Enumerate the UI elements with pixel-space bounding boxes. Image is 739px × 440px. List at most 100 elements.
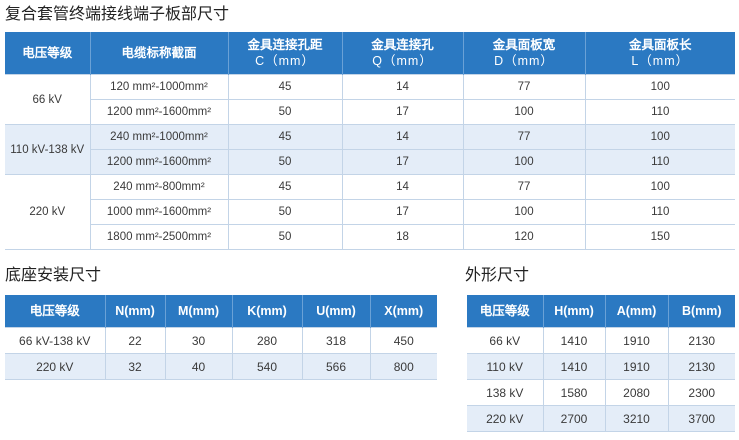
hole-distance-c-cell: 50 (227, 149, 342, 175)
table-row: 1000 mm²-1600mm² 50 17 100 110 (5, 199, 735, 225)
voltage-cell: 220 kV (5, 353, 105, 380)
header-label: 金具面板长 (628, 38, 692, 52)
voltage-cell: 66 kV (5, 74, 90, 125)
panel-width-d-cell: 100 (462, 99, 585, 125)
h-value-cell: 1410 (542, 353, 605, 380)
b-value-cell: 2130 (667, 353, 735, 380)
table-row: 220 kV 240 mm²-800mm² 45 14 77 100 (5, 174, 735, 250)
header-unit: C（mm） (255, 54, 315, 68)
panel-length-l-cell: 110 (584, 149, 735, 175)
cable-section-cell: 1200 mm²-1600mm² (89, 149, 228, 175)
header-m: M(mm) (164, 295, 232, 328)
header-label: 电压等级 (22, 46, 73, 60)
panel-length-l-cell: 110 (584, 199, 735, 225)
x-value-cell: 800 (369, 353, 437, 380)
panel-width-d-cell: 77 (462, 124, 585, 150)
base-dimensions-table: 电压等级 N(mm) M(mm) K(mm) U(mm) X(mm) 66 kV… (5, 295, 437, 380)
header-k: K(mm) (231, 295, 302, 328)
panel-length-l-cell: 110 (584, 99, 735, 125)
table-row: 1200 mm²-1600mm² 50 17 100 110 (5, 99, 735, 125)
hole-distance-c-cell: 50 (227, 99, 342, 125)
header-unit: D（mm） (494, 54, 554, 68)
table-row: 220 kV 32 40 540 566 800 (5, 353, 437, 380)
hole-distance-c-cell: 50 (227, 199, 342, 225)
hole-q-cell: 18 (341, 224, 463, 250)
hole-q-cell: 17 (341, 99, 463, 125)
a-value-cell: 1910 (604, 327, 668, 354)
panel-width-d-cell: 100 (462, 149, 585, 175)
header-label: 电缆标称截面 (121, 46, 197, 60)
cable-section-cell: 120 mm²-1000mm² (89, 74, 228, 100)
hole-q-cell: 14 (341, 74, 463, 100)
n-value-cell: 22 (104, 327, 165, 354)
panel-length-l-cell: 100 (584, 74, 735, 100)
panel-width-d-cell: 100 (462, 199, 585, 225)
voltage-cell: 110 kV (467, 353, 543, 380)
table-row: 1200 mm²-1600mm² 50 17 100 110 (5, 149, 735, 175)
panel-width-d-cell: 120 (462, 224, 585, 250)
header-voltage-class: 电压等级 (5, 295, 105, 328)
n-value-cell: 32 (104, 353, 165, 380)
header-label: 金具连接孔 (371, 38, 434, 52)
header-unit: Q（mm） (372, 54, 433, 68)
voltage-cell: 220 kV (5, 174, 90, 250)
m-value-cell: 30 (164, 327, 232, 354)
hole-q-cell: 17 (341, 199, 463, 225)
cable-section-cell: 240 mm²-1000mm² (89, 124, 228, 150)
panel-width-d-cell: 77 (462, 174, 585, 200)
h-value-cell: 1410 (542, 327, 605, 354)
header-voltage-class: 电压等级 (5, 32, 90, 75)
header-label: 金具连接孔距 (247, 38, 323, 52)
table-row: 1800 mm²-2500mm² 50 18 120 150 (5, 224, 735, 250)
table-row: 220 kV 2700 3210 3700 (467, 405, 735, 432)
panel-length-l-cell: 100 (584, 124, 735, 150)
header-hole-q: 金具连接孔 Q（mm） (341, 32, 463, 75)
table-header-row: 电压等级 电缆标称截面 金具连接孔距 C（mm） 金具连接孔 Q（mm） 金具面… (5, 32, 735, 75)
hole-distance-c-cell: 45 (227, 124, 342, 150)
hole-q-cell: 17 (341, 149, 463, 175)
terminal-section-title: 复合套管终端接线端子板部尺寸 (5, 6, 230, 23)
outline-dimensions-table: 电压等级 H(mm) A(mm) B(mm) 66 kV 1410 1910 2… (467, 295, 735, 432)
header-unit: L（mm） (631, 54, 690, 68)
b-value-cell: 2300 (667, 379, 735, 406)
b-value-cell: 2130 (667, 327, 735, 354)
header-x: X(mm) (369, 295, 437, 328)
header-hole-distance-c: 金具连接孔距 C（mm） (227, 32, 342, 75)
u-value-cell: 318 (301, 327, 370, 354)
a-value-cell: 2080 (604, 379, 668, 406)
a-value-cell: 1910 (604, 353, 668, 380)
h-value-cell: 2700 (542, 405, 605, 432)
voltage-cell: 220 kV (467, 405, 543, 432)
hole-q-cell: 14 (341, 174, 463, 200)
m-value-cell: 40 (164, 353, 232, 380)
b-value-cell: 3700 (667, 405, 735, 432)
cable-section-cell: 1000 mm²-1600mm² (89, 199, 228, 225)
header-label: 金具面板宽 (492, 38, 556, 52)
voltage-cell: 138 kV (467, 379, 543, 406)
header-b: B(mm) (667, 295, 735, 328)
cable-section-cell: 1200 mm²-1600mm² (89, 99, 228, 125)
table-row: 110 kV-138 kV 240 mm²-1000mm² 45 14 77 1… (5, 124, 735, 175)
header-a: A(mm) (604, 295, 668, 328)
outline-section-title: 外形尺寸 (465, 267, 530, 284)
terminal-dimensions-table: 电压等级 电缆标称截面 金具连接孔距 C（mm） 金具连接孔 Q（mm） 金具面… (5, 32, 735, 250)
table-row: 66 kV 120 mm²-1000mm² 45 14 77 100 (5, 74, 735, 125)
cable-section-cell: 1800 mm²-2500mm² (89, 224, 228, 250)
hole-distance-c-cell: 50 (227, 224, 342, 250)
panel-width-d-cell: 77 (462, 74, 585, 100)
k-value-cell: 280 (231, 327, 302, 354)
k-value-cell: 540 (231, 353, 302, 380)
header-n: N(mm) (104, 295, 165, 328)
voltage-cell: 66 kV (467, 327, 543, 354)
voltage-cell: 66 kV-138 kV (5, 327, 105, 354)
table-header-row: 电压等级 N(mm) M(mm) K(mm) U(mm) X(mm) (5, 295, 437, 328)
header-panel-length-l: 金具面板长 L（mm） (584, 32, 735, 75)
u-value-cell: 566 (301, 353, 370, 380)
x-value-cell: 450 (369, 327, 437, 354)
panel-length-l-cell: 100 (584, 174, 735, 200)
base-section-title: 底座安装尺寸 (5, 267, 102, 284)
header-panel-width-d: 金具面板宽 D（mm） (462, 32, 585, 75)
h-value-cell: 1580 (542, 379, 605, 406)
table-header-row: 电压等级 H(mm) A(mm) B(mm) (467, 295, 735, 328)
